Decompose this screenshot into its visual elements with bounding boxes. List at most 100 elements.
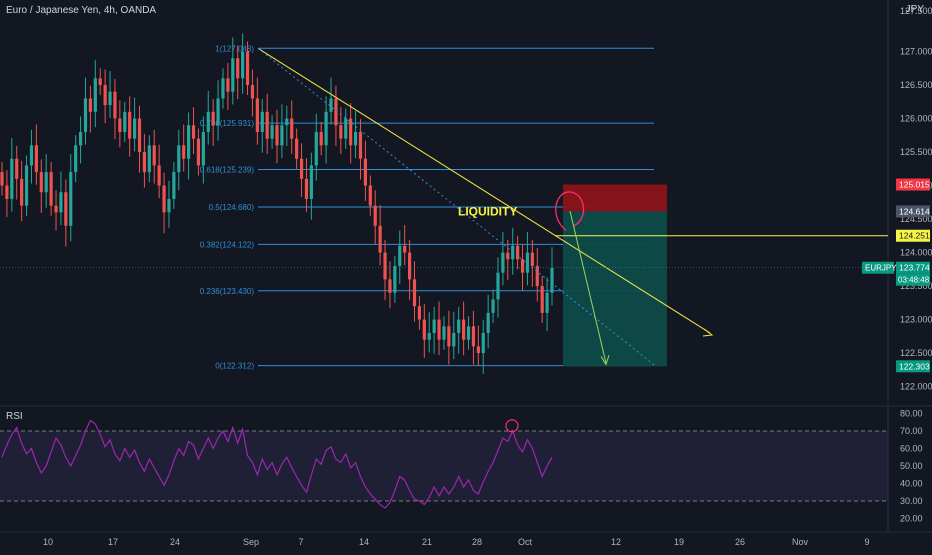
rsi-tick-label: 30.00 <box>900 496 923 506</box>
candle-body <box>491 299 495 313</box>
price-label-box <box>896 205 930 218</box>
candle-body <box>34 145 38 173</box>
candle-body <box>162 185 166 213</box>
candle-body <box>201 131 205 166</box>
price-label-box <box>896 261 930 274</box>
rsi-label: RSI <box>6 411 23 422</box>
x-tick-label: Oct <box>518 537 533 547</box>
x-tick-label: 9 <box>864 537 869 547</box>
candle-body <box>221 78 225 99</box>
candle-body <box>295 138 299 159</box>
stop-loss-zone <box>563 184 667 212</box>
x-tick-label: Nov <box>792 537 809 547</box>
candle-body <box>545 292 549 313</box>
candle-body <box>260 111 264 132</box>
x-tick-label: 7 <box>298 537 303 547</box>
candle-body <box>103 85 107 106</box>
candle-body <box>339 125 343 139</box>
candle-body <box>393 265 397 293</box>
candle-body <box>304 178 309 199</box>
candle-body <box>516 245 520 260</box>
candle-body <box>368 185 372 206</box>
trend-arrowhead <box>702 328 714 337</box>
candle-body <box>74 145 78 173</box>
candle-body <box>334 98 338 126</box>
rsi-tick-label: 20.00 <box>900 514 923 524</box>
candle-body <box>172 172 176 199</box>
projection-arrowhead <box>600 354 610 366</box>
candle-body <box>231 58 235 92</box>
candle-body <box>236 58 240 79</box>
y-tick-label: 127.000 <box>900 47 932 57</box>
price-label-box <box>896 229 930 242</box>
candle-body <box>540 286 544 313</box>
candle-body <box>123 111 127 132</box>
candle-body <box>398 245 402 266</box>
candle-body <box>177 145 181 173</box>
candle-body <box>442 326 446 340</box>
candle-body <box>447 326 451 347</box>
candle-body <box>83 98 88 132</box>
candle-body <box>182 145 186 159</box>
candle-body <box>216 98 220 126</box>
candle-body <box>147 145 151 173</box>
rsi-tick-label: 80.00 <box>900 409 923 419</box>
y-tick-label: 125.500 <box>900 147 932 157</box>
candle-body <box>462 319 466 340</box>
candle-body <box>344 118 348 139</box>
y-tick-label: 126.500 <box>900 80 932 90</box>
price-label-box <box>896 178 930 191</box>
candle-body <box>353 131 358 146</box>
y-tick-label: 122.000 <box>900 382 932 392</box>
candle-body <box>525 252 530 273</box>
y-tick-label: 124.000 <box>900 248 932 258</box>
candle-body <box>329 98 333 112</box>
candle-body <box>486 312 490 333</box>
price-label-text: 124.251 <box>899 231 930 241</box>
candle-body <box>78 131 83 146</box>
projection-arrow <box>569 210 607 364</box>
x-tick-label: 14 <box>359 537 369 547</box>
candle-body <box>128 111 132 139</box>
candle-body <box>265 111 269 139</box>
candle-body <box>118 118 122 132</box>
candle-body <box>506 252 510 260</box>
candle-body <box>373 205 377 226</box>
x-tick-label: 17 <box>108 537 118 547</box>
candle-body <box>383 252 387 280</box>
candle-body <box>349 118 353 146</box>
candle-body <box>64 192 68 226</box>
candle-body <box>226 78 230 92</box>
take-profit-zone <box>563 211 667 367</box>
candle-body <box>363 158 367 186</box>
candle-body <box>471 326 476 347</box>
fib-level-label: 0.236(123.430) <box>200 287 255 296</box>
candle-body <box>10 158 14 199</box>
candle-body <box>167 198 171 213</box>
candle-body <box>550 267 554 293</box>
candle-body <box>152 145 156 166</box>
countdown-box <box>896 273 930 286</box>
y-tick-label: 123.500 <box>900 281 932 291</box>
rsi-tick-label: 60.00 <box>900 444 923 454</box>
candle-body <box>412 279 417 307</box>
candle-body <box>520 259 525 273</box>
candle-body <box>15 158 19 179</box>
liquidity-annotation: LIQUIDITY <box>458 205 517 219</box>
rsi-highlight-circle <box>505 419 519 433</box>
x-tick-label: 10 <box>43 537 53 547</box>
symbol-badge-text: EURJPY <box>865 264 897 273</box>
candle-body <box>108 91 112 106</box>
x-tick-label: 12 <box>611 537 621 547</box>
fib-level-label: 0(122.312) <box>215 362 254 371</box>
x-tick-label: 28 <box>472 537 482 547</box>
candle-body <box>299 158 304 179</box>
fib-level-label: 0.786(125.931) <box>200 119 255 128</box>
candle-body <box>241 51 245 79</box>
price-label-text: 123.774 <box>899 263 930 273</box>
candle-body <box>54 205 58 213</box>
rsi-band <box>0 431 888 501</box>
x-tick-label: Sep <box>243 537 259 547</box>
